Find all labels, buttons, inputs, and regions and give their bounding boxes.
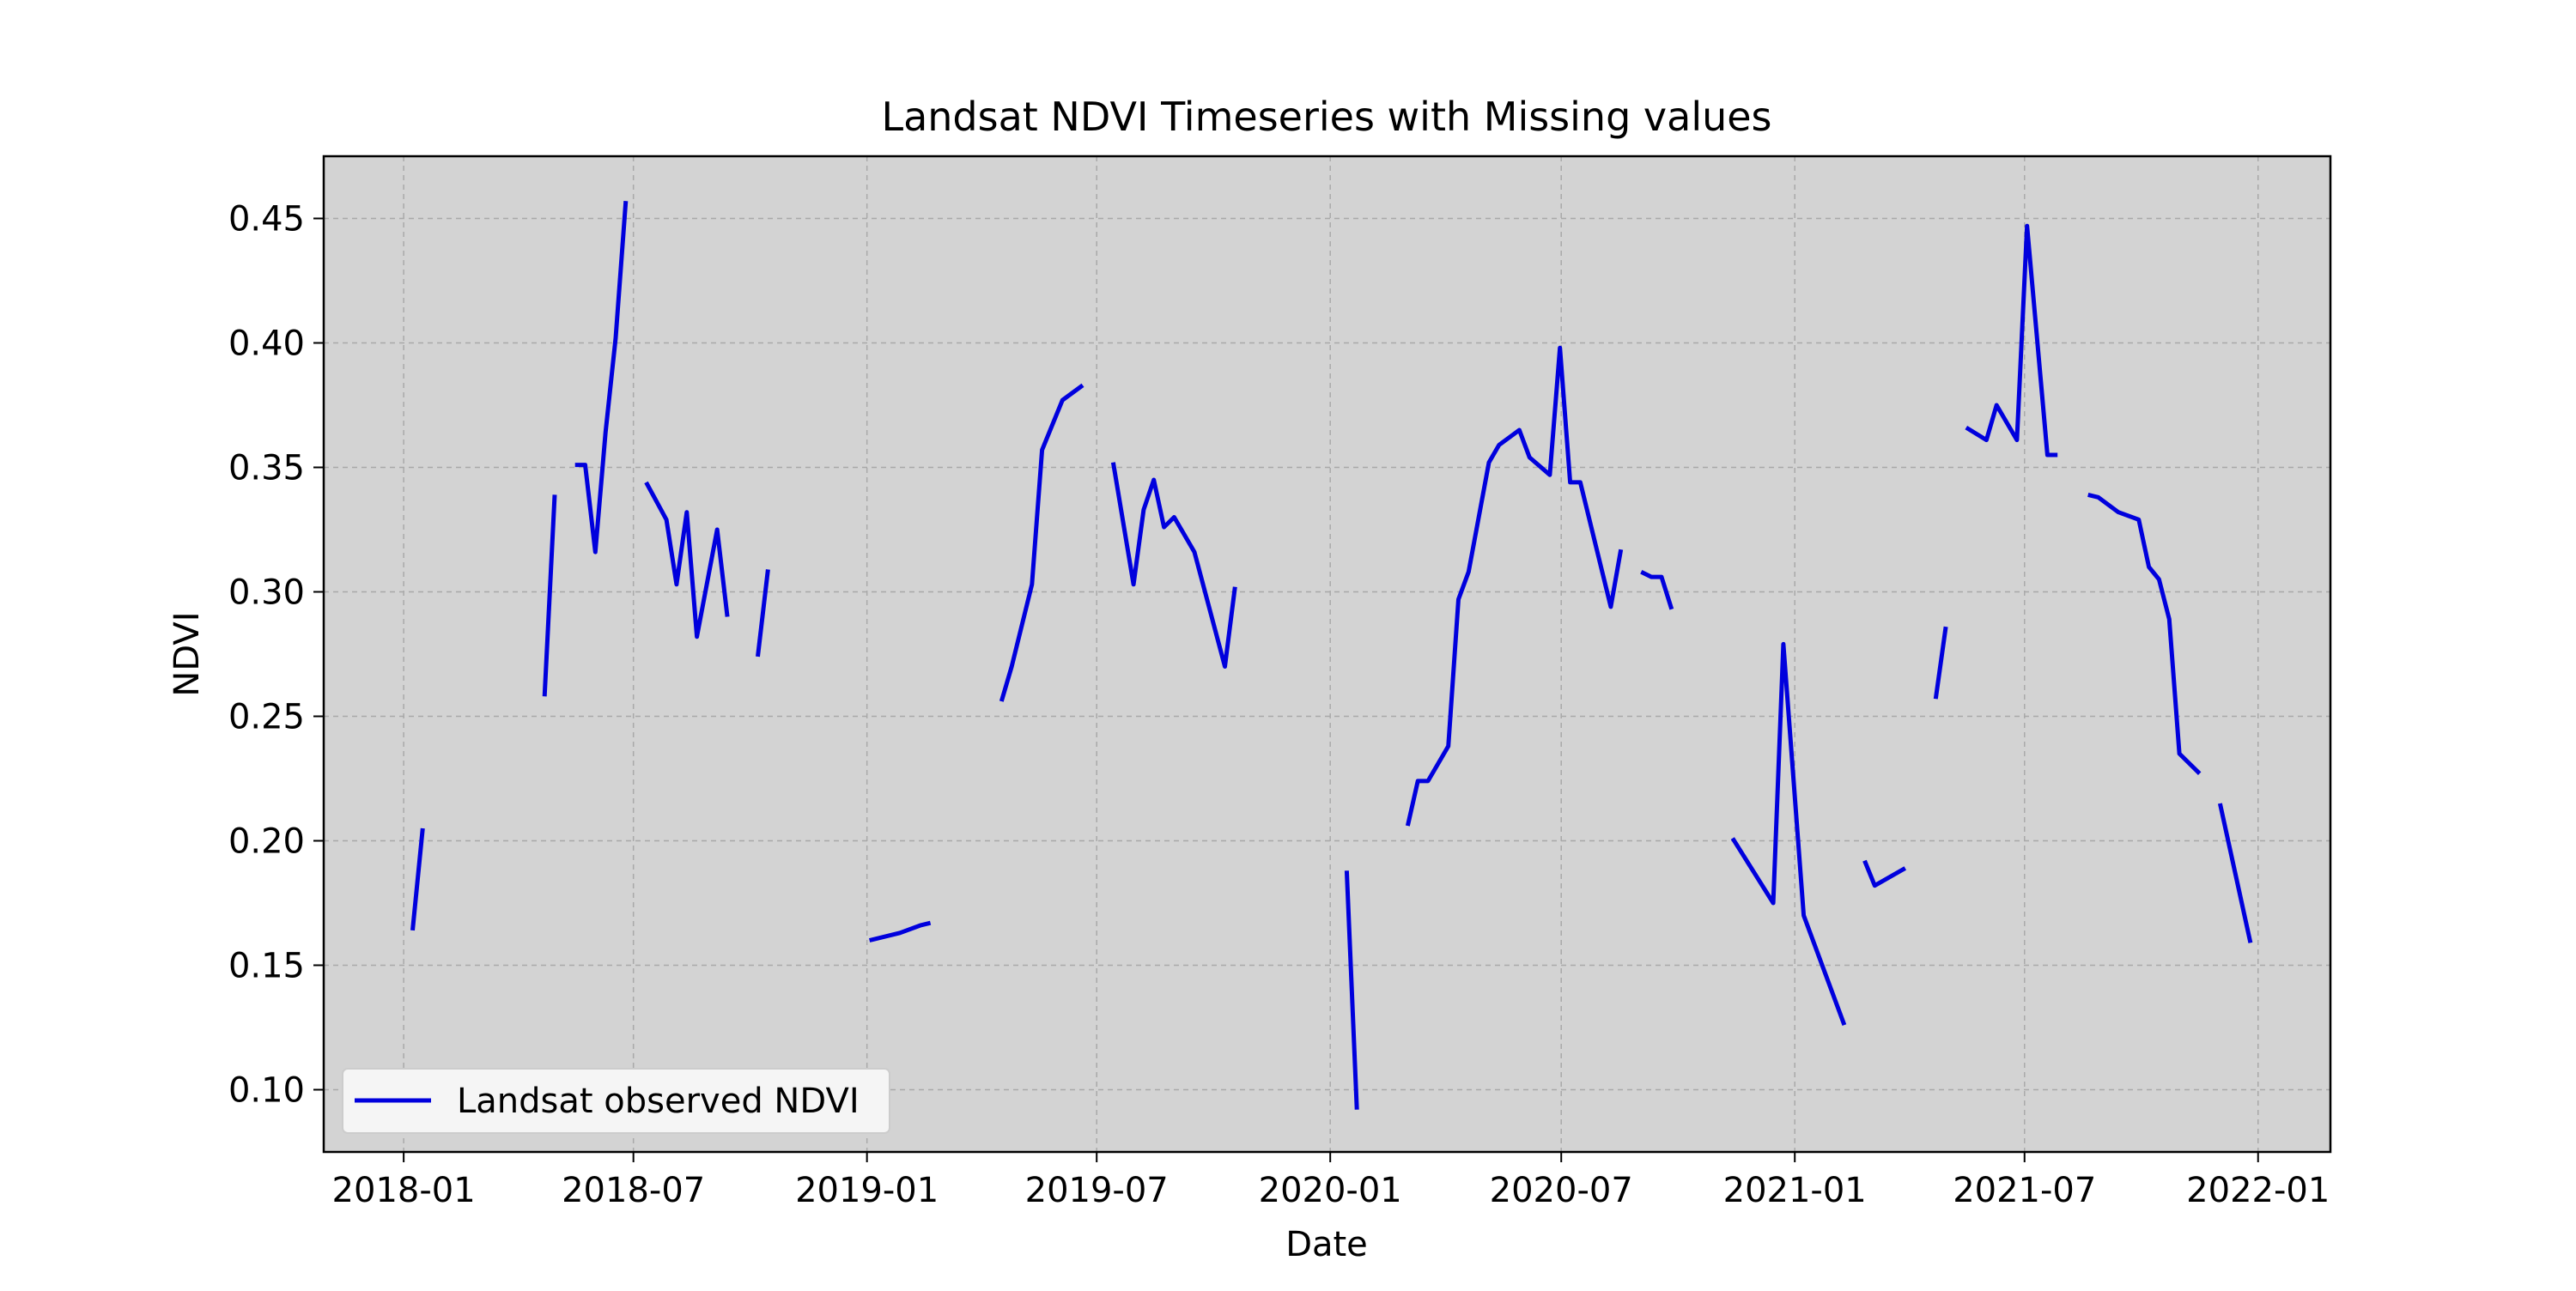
x-tick-label: 2020-01 — [1259, 1171, 1402, 1210]
x-tick-label: 2018-07 — [562, 1171, 705, 1210]
ndvi-line-segment — [410, 827, 425, 931]
ndvi-line-segment — [1730, 641, 1847, 1026]
y-tick-label: 0.30 — [228, 573, 305, 613]
ndvi-line-segment — [1344, 870, 1359, 1110]
ndvi-line-segment — [2217, 803, 2253, 943]
x-tick-label: 2020-07 — [1490, 1171, 1633, 1210]
y-axis-ticks: 0.10 0.15 0.20 0.25 0.30 0.35 0.40 0.45 — [228, 200, 324, 1111]
y-tick-label: 0.20 — [228, 822, 305, 862]
ndvi-line-segment — [1862, 859, 1907, 888]
x-tick-label: 2021-07 — [1953, 1171, 2096, 1210]
x-tick-label: 2019-01 — [795, 1171, 939, 1210]
ndvi-line-segment — [869, 920, 932, 942]
x-tick-label: 2018-01 — [332, 1171, 476, 1210]
series-lines — [410, 201, 2253, 1110]
x-tick-label: 2019-07 — [1025, 1171, 1169, 1210]
y-tick-label: 0.15 — [228, 947, 305, 986]
y-tick-label: 0.25 — [228, 698, 305, 737]
chart-title: Landsat NDVI Timeseries with Missing val… — [881, 94, 1771, 140]
plot-frame — [322, 155, 2332, 1154]
ndvi-line-segment — [999, 383, 1084, 702]
x-tick-label: 2021-01 — [1723, 1171, 1867, 1210]
ndvi-line-segment — [542, 494, 557, 697]
ndvi-line-segment — [574, 201, 629, 555]
x-axis-ticks: 2018-01 2018-07 2019-01 2019-07 2020-01 2020-… — [332, 1152, 2330, 1210]
x-tick-label: 2022-01 — [2186, 1171, 2330, 1210]
legend-box — [342, 1068, 890, 1134]
y-tick-label: 0.40 — [228, 324, 305, 364]
ndvi-line-segment — [2087, 492, 2202, 775]
ndvi-line-segment — [756, 569, 770, 658]
ndvi-line-segment — [1110, 462, 1237, 669]
y-tick-label: 0.45 — [228, 200, 305, 239]
legend-label: Landsat observed NDVI — [457, 1082, 860, 1121]
ndvi-line-segment — [1640, 570, 1674, 610]
y-tick-label: 0.10 — [228, 1071, 305, 1111]
x-axis-label: Date — [1285, 1225, 1368, 1264]
legend: Landsat observed NDVI — [342, 1068, 890, 1134]
ndvi-line-segment — [1405, 345, 1624, 827]
y-tick-label: 0.35 — [228, 449, 305, 488]
ndvi-line-segment — [1965, 223, 2058, 458]
plot-area — [324, 156, 2330, 1152]
ndvi-line-segment — [1933, 626, 1948, 700]
y-axis-label: NDVI — [167, 611, 207, 696]
ndvi-line-segment — [644, 481, 730, 639]
